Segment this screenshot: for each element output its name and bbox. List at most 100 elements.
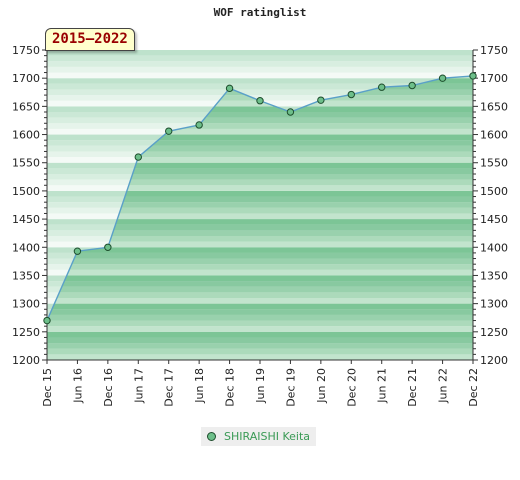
tick-labels: 1200 1200 1250 1250 1300 1300 1350 1350 1400 1400… [12, 44, 508, 407]
y-tick-label-left: 1300 [12, 298, 40, 311]
fill-band [47, 157, 473, 163]
y-tick-label-left: 1250 [12, 326, 40, 339]
fill-band [47, 213, 473, 220]
x-tick-label: Dec 17 [163, 368, 176, 407]
fill-band [47, 252, 473, 259]
y-tick-label-left: 1450 [12, 213, 40, 226]
fill-band [47, 179, 473, 186]
axes [42, 49, 478, 364]
fill-band [47, 247, 473, 253]
fill-band [47, 190, 473, 197]
y-tick-label-right: 1250 [480, 326, 508, 339]
y-tick-label-left: 1400 [12, 241, 40, 254]
fill-band [47, 134, 473, 141]
fill-band [47, 224, 473, 231]
fill-band [47, 106, 473, 112]
fill-band [47, 123, 473, 129]
data-point [438, 74, 447, 82]
y-tick-label-right: 1400 [480, 241, 508, 254]
x-tick-label: Jun 19 [254, 368, 267, 404]
fill-band [47, 309, 473, 315]
y-tick-label-right: 1550 [480, 157, 508, 170]
fill-band [47, 207, 473, 214]
fill-band [47, 264, 473, 270]
period-badge: 2015–2022 [45, 28, 135, 51]
fill-band [47, 145, 473, 152]
x-tick-label: Jun 17 [132, 368, 145, 404]
background-band [47, 55, 473, 62]
y-tick-label-left: 1750 [12, 44, 40, 57]
fill-band [47, 281, 473, 287]
y-tick-label-right: 1300 [480, 298, 508, 311]
data-point [43, 316, 51, 325]
x-tick-label: Dec 18 [224, 368, 237, 407]
chart-title: WOF ratinglist [213, 6, 307, 19]
fill-band [47, 337, 473, 344]
fill-band [47, 275, 473, 282]
y-tick-label-right: 1600 [480, 129, 508, 142]
x-tick-label: Dec 15 [41, 368, 54, 407]
fill-band [47, 314, 473, 321]
y-tick-label-left: 1550 [12, 157, 40, 170]
y-tick-label-left: 1350 [12, 269, 40, 282]
fill-band [47, 117, 473, 124]
x-tick-label: Dec 20 [345, 368, 358, 407]
y-tick-label-right: 1650 [480, 100, 508, 113]
fill-band [47, 292, 473, 298]
x-tick-label: Dec 19 [284, 368, 297, 407]
data-point [378, 83, 386, 91]
background-band [47, 66, 473, 73]
fill-band [47, 298, 473, 304]
data-point [73, 247, 82, 255]
data-point [317, 96, 325, 104]
fill-band [47, 185, 473, 191]
background-band [47, 83, 473, 90]
fill-band [47, 258, 473, 265]
y-tick-label-right: 1750 [480, 44, 508, 57]
x-tick-label: Dec 22 [467, 368, 480, 407]
x-tick-label: Jun 20 [315, 368, 328, 404]
data-point [134, 153, 142, 161]
data-point [225, 84, 234, 93]
y-tick-label-right: 1500 [480, 185, 508, 198]
data-point [469, 72, 477, 80]
fill-band [47, 128, 473, 135]
background-band [47, 78, 473, 84]
y-tick-label-right: 1200 [480, 354, 508, 367]
background-band [47, 50, 473, 56]
fill-band [47, 151, 473, 158]
y-tick-label-left: 1650 [12, 100, 40, 113]
fill-band [47, 269, 473, 276]
y-tick-label-left: 1200 [12, 354, 40, 367]
x-tick-label: Jun 22 [437, 368, 450, 404]
x-tick-label: Dec 16 [102, 368, 115, 407]
fill-band [47, 236, 473, 242]
fill-band [47, 343, 473, 349]
fill-band [47, 286, 473, 293]
fill-band [47, 174, 473, 180]
data-point [195, 121, 203, 129]
rating-points [43, 72, 477, 325]
data-point [104, 243, 112, 251]
fill-band [47, 320, 473, 327]
y-tick-label-left: 1500 [12, 185, 40, 198]
background-band [47, 72, 473, 79]
x-tick-label: Jun 18 [193, 368, 206, 404]
fill-band [47, 331, 473, 338]
data-point [165, 127, 173, 135]
y-tick-label-left: 1600 [12, 129, 40, 142]
data-point [286, 108, 295, 116]
x-tick-label: Jun 16 [71, 368, 84, 404]
legend: SHIRAISHI Keita [201, 427, 317, 446]
fill-band [47, 202, 473, 208]
rating-area [47, 75, 473, 360]
x-tick-label: Dec 21 [406, 368, 419, 407]
fill-band [47, 168, 473, 174]
background-band [47, 89, 473, 96]
background-band [47, 61, 473, 67]
fill-band [47, 241, 473, 248]
y-tick-label-right: 1350 [480, 269, 508, 282]
data-point [347, 90, 355, 99]
legend-marker-icon [207, 432, 216, 441]
